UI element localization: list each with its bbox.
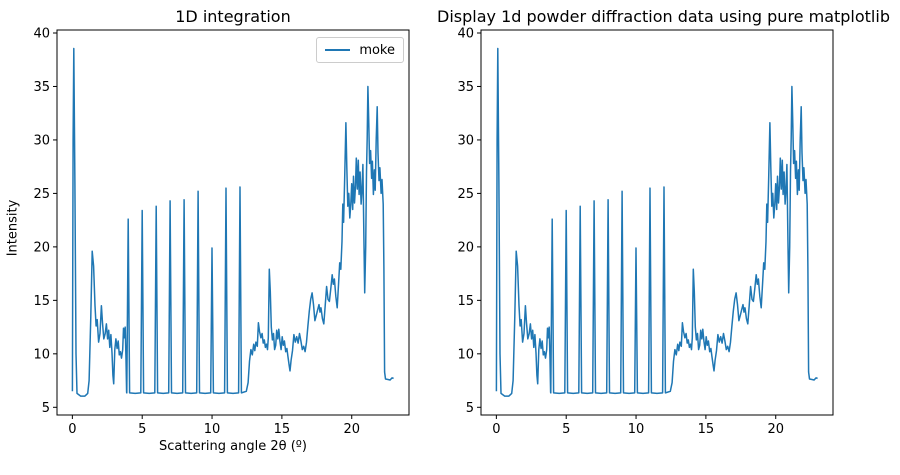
left-plot-area: 0 5 10 15 20 5 10 15 20 25 30 35 40 bbox=[33, 26, 410, 437]
y-tick-label: 40 bbox=[457, 26, 474, 41]
data-line-moke bbox=[495, 47, 818, 397]
left-plot-title: 1D integration bbox=[175, 7, 291, 26]
x-tick-label: 10 bbox=[204, 422, 221, 437]
y-tick-label: 20 bbox=[33, 240, 50, 255]
axes-border bbox=[480, 29, 834, 416]
left-plot-ylabel: Intensity bbox=[5, 199, 21, 257]
y-tick-label: 35 bbox=[33, 80, 50, 95]
x-tick-label: 15 bbox=[274, 422, 291, 437]
y-tick-label: 10 bbox=[33, 347, 50, 362]
y-tick-label: 15 bbox=[33, 294, 50, 309]
y-tick-label: 10 bbox=[457, 347, 474, 362]
axes-border bbox=[56, 29, 410, 416]
legend-label: moke bbox=[359, 42, 395, 58]
y-tick-label: 35 bbox=[457, 80, 474, 95]
y-tick-label: 5 bbox=[42, 401, 50, 416]
right-plot-area: 0 5 10 15 20 5 10 15 20 25 30 35 40 bbox=[457, 26, 834, 437]
x-tick-label: 20 bbox=[767, 422, 784, 437]
y-tick-label: 15 bbox=[457, 294, 474, 309]
right-plot-title: Display 1d powder diffraction data using… bbox=[437, 7, 890, 26]
y-tick-label: 5 bbox=[466, 401, 474, 416]
y-tick-label: 25 bbox=[33, 187, 50, 202]
x-tick-label: 20 bbox=[343, 422, 360, 437]
legend-line-sample bbox=[325, 49, 351, 51]
y-tick-label: 20 bbox=[457, 240, 474, 255]
left-plot-xlabel: Scattering angle 2θ (º) bbox=[159, 439, 307, 454]
data-line-moke bbox=[71, 47, 394, 397]
x-tick-label: 5 bbox=[138, 422, 146, 437]
y-tick-label: 30 bbox=[33, 133, 50, 148]
legend-box: moke bbox=[316, 37, 404, 63]
x-tick-label: 15 bbox=[698, 422, 715, 437]
x-tick-label: 0 bbox=[492, 422, 500, 437]
x-tick-label: 0 bbox=[68, 422, 76, 437]
y-tick-label: 25 bbox=[457, 187, 474, 202]
y-tick-label: 30 bbox=[457, 133, 474, 148]
x-tick-label: 10 bbox=[628, 422, 645, 437]
x-tick-label: 5 bbox=[562, 422, 570, 437]
y-tick-label: 40 bbox=[33, 26, 50, 41]
